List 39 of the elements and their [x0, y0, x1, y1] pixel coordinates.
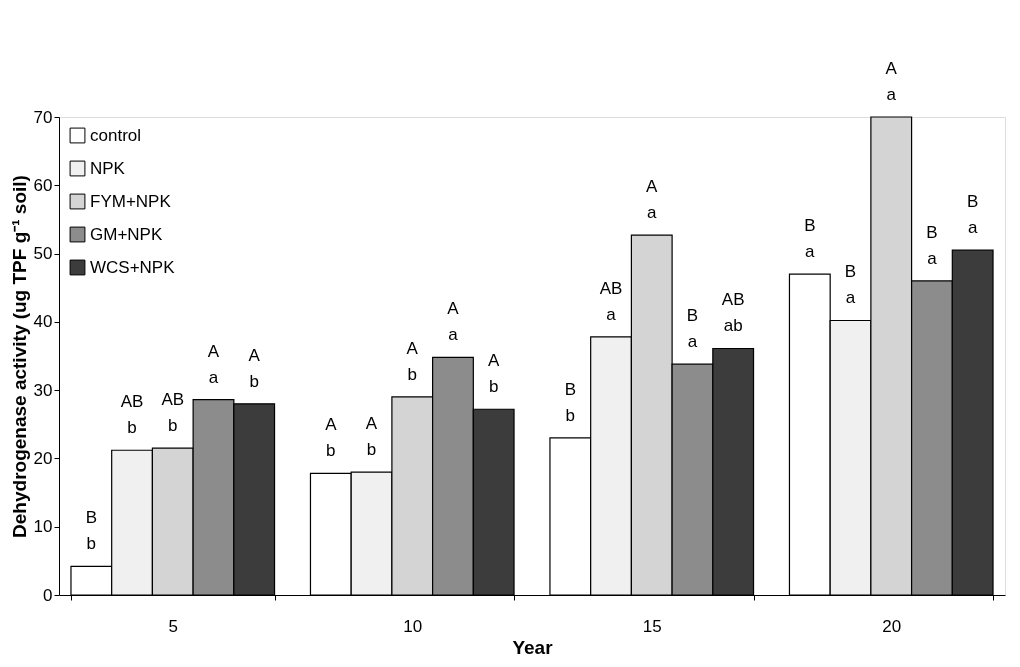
data-label: B b [564, 379, 576, 425]
data-label: B a [926, 222, 938, 268]
data-label: A b [325, 415, 338, 461]
legend-label: GM+NPK [90, 224, 163, 244]
data-label: AB a [599, 278, 623, 324]
y-tick-label: 40 [33, 312, 53, 332]
x-tick-label: 15 [642, 616, 662, 636]
data-label: B a [967, 192, 979, 238]
data-label: B b [85, 508, 97, 554]
y-tick-label: 70 [33, 107, 53, 127]
data-label: B a [686, 306, 699, 352]
y-tick-label: 20 [33, 448, 53, 468]
data-label: AB b [120, 392, 144, 438]
data-label: B a [804, 216, 816, 262]
x-axis-title: Year [512, 636, 554, 658]
y-tick-label: 0 [43, 585, 53, 605]
data-label: A b [248, 345, 261, 391]
data-label: AB b [161, 390, 185, 436]
legend-label: WCS+NPK [90, 257, 176, 277]
data-label: A a [885, 59, 898, 104]
x-tick-label: 10 [403, 616, 423, 636]
y-tick-label: 30 [33, 380, 53, 400]
legend-label: FYM+NPK [90, 191, 172, 211]
y-tick-label: 60 [33, 175, 53, 195]
y-axis-title: Dehydrogenase activity (ug TPF g⁻¹ soil) [8, 175, 30, 538]
data-label: A a [207, 341, 220, 387]
data-label: A a [447, 299, 460, 345]
legend-label: NPK [90, 158, 126, 178]
data-label: A b [488, 351, 501, 397]
data-label: B a [844, 262, 857, 308]
data-label: A b [365, 414, 378, 460]
y-tick-label: 10 [33, 517, 53, 537]
data-label: AB ab [721, 290, 745, 336]
y-tick-label: 50 [33, 244, 53, 264]
x-tick-label: 5 [168, 616, 178, 636]
x-tick-label: 20 [882, 616, 902, 636]
data-label: A b [406, 338, 419, 384]
legend-label: control [90, 125, 142, 145]
data-label: A a [646, 177, 659, 223]
